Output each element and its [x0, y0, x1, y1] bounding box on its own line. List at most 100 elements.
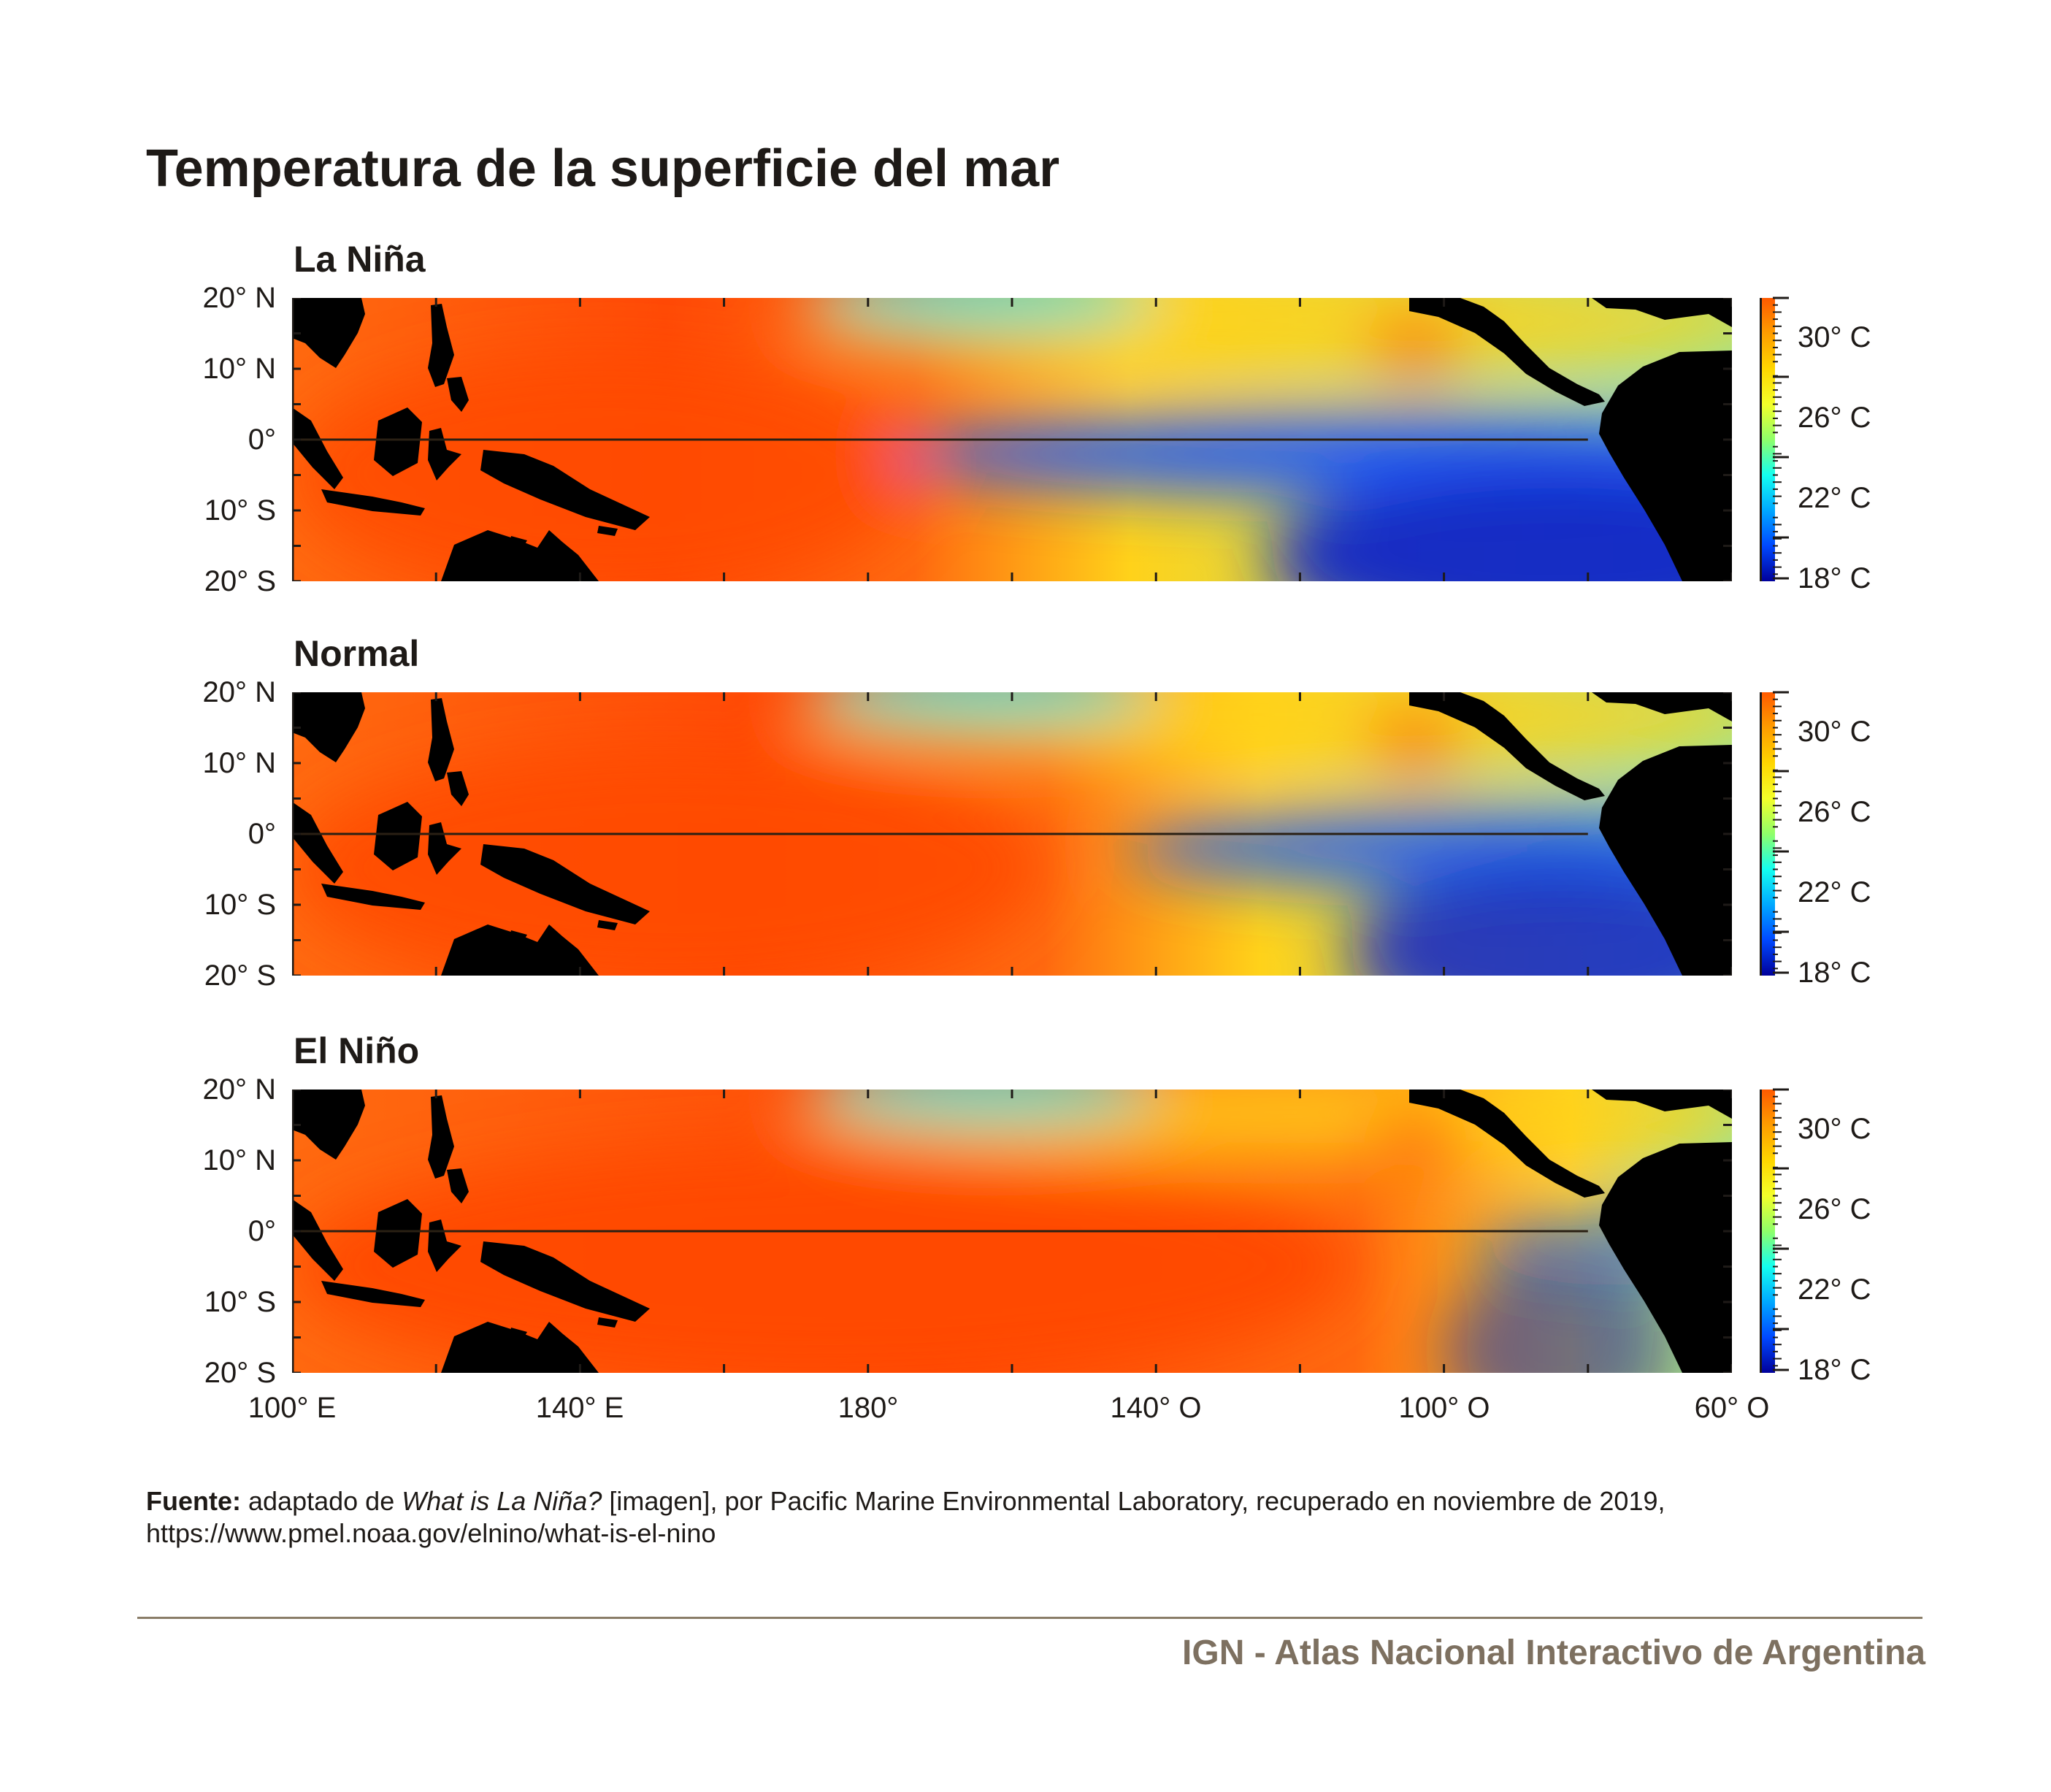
- lat-label-10s: 10° S: [204, 1286, 276, 1318]
- land-mass: [428, 1095, 454, 1179]
- land-mass: [292, 802, 343, 884]
- colorbar-label-26: 26° C: [1798, 1193, 1871, 1225]
- sst-map-el-nino: [292, 1090, 1732, 1373]
- land-mass: [428, 1219, 461, 1272]
- warm-pool: [292, 354, 914, 581]
- lon-label-140o: 140° O: [1110, 1392, 1202, 1424]
- cold-region: [1444, 1259, 1675, 1373]
- land-masses: [292, 298, 1732, 581]
- warm-pool: [292, 748, 1044, 976]
- source-work-title: What is La Niña?: [402, 1486, 602, 1516]
- land-mass: [374, 1199, 422, 1268]
- footer-divider: [137, 1617, 1922, 1619]
- colorbar-ticks: [1773, 691, 1789, 974]
- source-url[interactable]: https://www.pmel.noaa.gov/elnino/what-is…: [146, 1518, 716, 1548]
- colorbar-ticks: [1773, 296, 1789, 580]
- colorbar-label-22: 22° C: [1798, 1274, 1871, 1306]
- land-mass: [428, 698, 454, 781]
- land-mass: [321, 489, 425, 516]
- axis-ticks: [292, 1090, 1732, 1373]
- land-mass: [480, 1241, 650, 1322]
- colorbar-label-18: 18° C: [1798, 957, 1871, 989]
- colorbar-label-30: 30° C: [1798, 716, 1871, 748]
- panel-title-normal: Normal: [294, 633, 420, 674]
- lat-label-20n: 20° N: [202, 676, 277, 708]
- land-mass: [292, 1199, 343, 1281]
- axis-ticks: [292, 692, 1732, 976]
- panel-title-la-nina: La Niña: [294, 239, 426, 280]
- lat-label-20n: 20° N: [202, 1073, 277, 1106]
- colorbar-label-22: 22° C: [1798, 876, 1871, 908]
- lat-label-10s: 10° S: [204, 889, 276, 921]
- lat-label-20s: 20° S: [204, 1357, 276, 1389]
- colorbar: [1760, 692, 1775, 976]
- land-mass: [1599, 351, 1732, 581]
- lat-label-10n: 10° N: [202, 353, 277, 385]
- land-mass: [597, 1317, 618, 1328]
- land-mass: [428, 304, 454, 387]
- land-mass: [447, 377, 469, 412]
- colorbar-label-26: 26° C: [1798, 402, 1871, 434]
- land-mass: [374, 802, 422, 870]
- source-pre: adaptado de: [248, 1486, 402, 1516]
- lat-label-20s: 20° S: [204, 960, 276, 992]
- colorbar-label-30: 30° C: [1798, 1113, 1871, 1145]
- warm-pool: [292, 1146, 1355, 1373]
- land-masses: [292, 1090, 1732, 1373]
- colorbar: [1760, 298, 1775, 581]
- source-label: Fuente:: [146, 1486, 241, 1516]
- land-mass: [1409, 298, 1605, 406]
- axis-ticks: [292, 298, 1732, 581]
- footer-credit: IGN - Atlas Nacional Interactivo de Arge…: [1182, 1634, 1925, 1672]
- land-mass: [428, 428, 461, 480]
- land-mass: [374, 407, 422, 476]
- land-mass: [441, 1322, 599, 1373]
- lat-label-0: 0°: [248, 1215, 276, 1247]
- land-mass: [1599, 745, 1732, 976]
- land-mass: [321, 884, 425, 910]
- land-mass: [441, 924, 599, 976]
- sst-field: [292, 1090, 1732, 1373]
- colorbar-label-18: 18° C: [1798, 1354, 1871, 1386]
- lat-label-20n: 20° N: [202, 282, 277, 314]
- lat-label-10s: 10° S: [204, 494, 276, 527]
- land-masses: [292, 692, 1732, 976]
- land-mass: [597, 920, 618, 930]
- lon-label-140e: 140° E: [535, 1392, 624, 1424]
- land-mass: [447, 1168, 469, 1203]
- land-mass: [292, 692, 365, 762]
- land-mass: [480, 450, 650, 530]
- lon-label-100o: 100° O: [1398, 1392, 1490, 1424]
- lat-label-10n: 10° N: [202, 747, 277, 779]
- sst-field: [292, 298, 1732, 581]
- land-mass: [1592, 298, 1732, 327]
- land-mass: [480, 844, 650, 924]
- land-mass: [597, 526, 618, 536]
- lon-label-60o: 60° O: [1694, 1392, 1770, 1424]
- sst-field: [292, 692, 1732, 976]
- land-mass: [292, 1090, 365, 1160]
- land-mass: [1592, 1090, 1732, 1119]
- lat-label-20s: 20° S: [204, 565, 276, 597]
- land-mass: [441, 530, 599, 581]
- land-mass: [1409, 1090, 1605, 1198]
- colorbar-label-18: 18° C: [1798, 562, 1871, 594]
- land-mass: [292, 298, 365, 368]
- panel-title-el-nino: El Niño: [294, 1030, 420, 1071]
- cold-region: [1267, 467, 1732, 581]
- lon-label-100e: 100° E: [248, 1392, 337, 1424]
- lon-label-180: 180°: [837, 1392, 899, 1424]
- lat-label-0: 0°: [248, 424, 276, 456]
- lat-label-10n: 10° N: [202, 1144, 277, 1176]
- sst-map-normal: [292, 692, 1732, 976]
- page-title: Temperatura de la superficie del mar: [146, 139, 1060, 198]
- land-mass: [292, 407, 343, 489]
- land-mass: [1409, 692, 1605, 800]
- land-mass: [321, 1281, 425, 1307]
- source-post: [imagen], por Pacific Marine Environment…: [602, 1486, 1665, 1516]
- land-mass: [1592, 692, 1732, 721]
- land-mass: [428, 822, 461, 875]
- land-mass: [1599, 1142, 1732, 1373]
- colorbar: [1760, 1090, 1775, 1373]
- colorbar-ticks: [1773, 1088, 1789, 1371]
